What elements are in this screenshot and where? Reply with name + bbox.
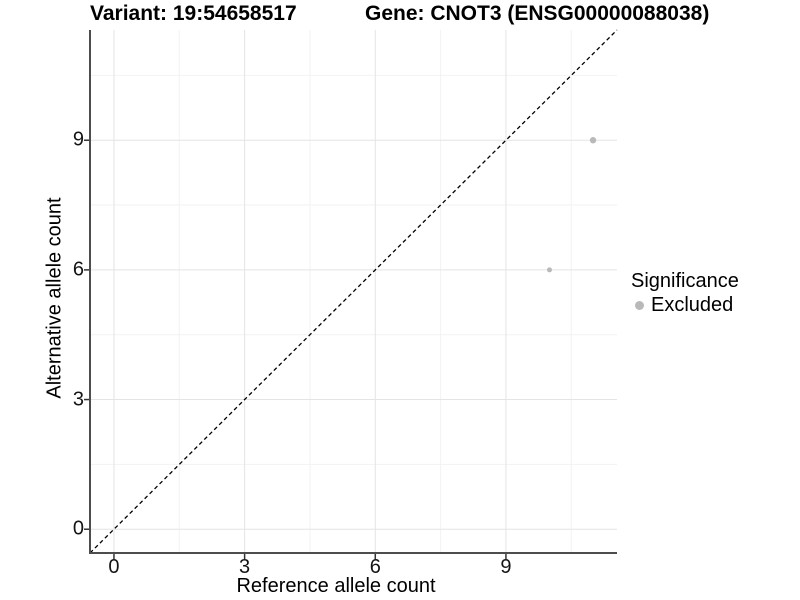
y-tick-label: 6 — [72, 258, 84, 281]
legend-item-label: Excluded — [651, 294, 734, 316]
legend: Significance Excluded — [631, 269, 739, 317]
legend-key-dot — [635, 300, 644, 310]
y-tick-label: 0 — [72, 517, 84, 540]
y-axis-title: Alternative allele count — [43, 197, 66, 399]
x-axis-title: Reference allele count — [236, 575, 436, 597]
legend-item: Excluded — [631, 293, 739, 317]
x-tick-label: 3 — [239, 556, 251, 578]
y-tick-label: 9 — [72, 128, 84, 151]
y-tick-label: 3 — [72, 388, 84, 411]
identity-line — [89, 29, 618, 554]
x-tick-label: 9 — [500, 556, 512, 578]
legend-title: Significance — [631, 270, 739, 292]
plot-title-variant: Variant: 19:54658517 — [90, 2, 297, 25]
axis-lines — [89, 30, 617, 554]
x-tick-label: 6 — [369, 556, 381, 578]
x-tick-label: 0 — [108, 556, 120, 578]
data-point — [546, 267, 552, 273]
plot-title-gene: Gene: CNOT3 (ENSG00000088038) — [365, 2, 710, 25]
data-point — [589, 137, 597, 144]
